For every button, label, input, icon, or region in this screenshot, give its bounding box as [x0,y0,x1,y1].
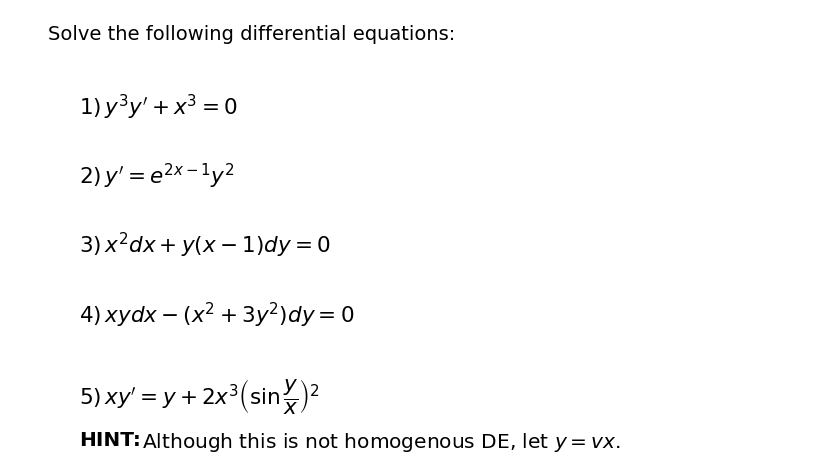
Text: Solve the following differential equations:: Solve the following differential equatio… [48,25,455,44]
Text: $3)\,x^2dx + y(x-1)dy = 0$: $3)\,x^2dx + y(x-1)dy = 0$ [79,231,330,260]
Text: Although this is not homogenous DE, let $y = vx$.: Although this is not homogenous DE, let … [142,431,620,454]
Text: $5)\,xy' = y + 2x^3\left(\sin\dfrac{y}{x}\right)^{2}$: $5)\,xy' = y + 2x^3\left(\sin\dfrac{y}{x… [79,377,319,415]
Text: $4)\,xydx - (x^2 + 3y^2)dy = 0$: $4)\,xydx - (x^2 + 3y^2)dy = 0$ [79,300,354,329]
Text: HINT:: HINT: [79,431,141,450]
Text: $1)\,y^3y' + x^3 = 0$: $1)\,y^3y' + x^3 = 0$ [79,92,237,122]
Text: $2)\,y' = e^{2x-1}y^2$: $2)\,y' = e^{2x-1}y^2$ [79,162,234,191]
